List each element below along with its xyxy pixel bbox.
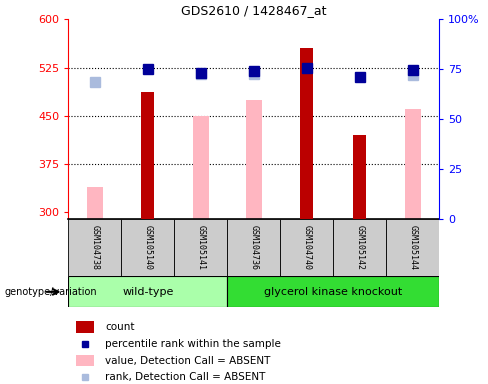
Bar bbox=[87, 187, 103, 219]
Text: value, Detection Call = ABSENT: value, Detection Call = ABSENT bbox=[105, 356, 271, 366]
Bar bbox=[68, 276, 227, 307]
Text: rank, Detection Call = ABSENT: rank, Detection Call = ABSENT bbox=[105, 372, 266, 382]
Text: glycerol kinase knockout: glycerol kinase knockout bbox=[264, 287, 403, 297]
Bar bbox=[246, 100, 262, 219]
Bar bbox=[122, 219, 174, 276]
Text: count: count bbox=[105, 322, 135, 332]
Text: GSM104740: GSM104740 bbox=[302, 225, 311, 270]
Text: GSM104736: GSM104736 bbox=[249, 225, 258, 270]
Text: GSM105142: GSM105142 bbox=[355, 225, 364, 270]
Text: wild-type: wild-type bbox=[122, 287, 173, 297]
Bar bbox=[227, 276, 439, 307]
Text: percentile rank within the sample: percentile rank within the sample bbox=[105, 339, 281, 349]
Text: GSM105140: GSM105140 bbox=[143, 225, 152, 270]
Bar bbox=[405, 109, 421, 219]
Text: genotype/variation: genotype/variation bbox=[5, 287, 98, 297]
Text: GSM105144: GSM105144 bbox=[408, 225, 417, 270]
Bar bbox=[174, 219, 227, 276]
Bar bbox=[333, 219, 386, 276]
Bar bbox=[300, 48, 313, 219]
Bar bbox=[280, 219, 333, 276]
Bar bbox=[353, 135, 366, 219]
Bar bbox=[141, 92, 154, 219]
Bar bbox=[386, 219, 439, 276]
Text: GSM104738: GSM104738 bbox=[90, 225, 100, 270]
Bar bbox=[76, 355, 94, 366]
Bar bbox=[68, 219, 122, 276]
Bar bbox=[76, 321, 94, 333]
Title: GDS2610 / 1428467_at: GDS2610 / 1428467_at bbox=[181, 3, 326, 17]
Bar bbox=[193, 116, 209, 219]
Bar bbox=[227, 219, 280, 276]
Text: GSM105141: GSM105141 bbox=[196, 225, 205, 270]
